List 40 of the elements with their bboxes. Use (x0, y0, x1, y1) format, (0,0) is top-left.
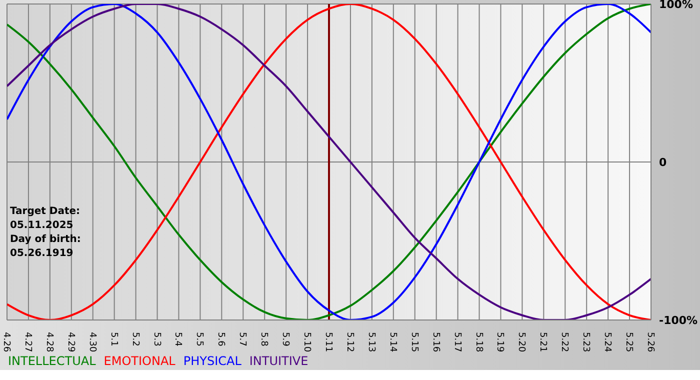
x-tick-label: 5.5 (194, 332, 204, 346)
x-tick-label: 5.4 (172, 332, 183, 347)
x-tick-label: 5.17 (452, 332, 462, 352)
x-tick-label: 5.6 (216, 332, 226, 347)
x-tick-label: 5.21 (538, 332, 548, 352)
y-tick-label: 100% (659, 0, 693, 11)
x-tick-label: 5.14 (387, 332, 398, 352)
x-tick-label: 5.2 (130, 332, 140, 346)
x-tick-label: 5.19 (494, 332, 505, 352)
text: INTUITIVE (249, 354, 308, 368)
x-tick-label: 5.7 (237, 332, 248, 346)
x-tick-label: 5.25 (624, 332, 634, 352)
y-tick-label: 0 (659, 156, 667, 169)
x-tick-label: 5.16 (430, 332, 440, 352)
x-tick-label: 5.24 (602, 332, 612, 352)
x-tick-label: 5.1 (108, 332, 118, 346)
text: PHYSICAL (183, 354, 242, 368)
x-tick-label: 4.29 (65, 332, 76, 352)
x-tick-label: 5.18 (473, 332, 484, 352)
x-tick-label: 4.27 (22, 332, 32, 352)
x-tick-label: 4.26 (1, 332, 11, 352)
x-tick-label: 5.22 (559, 332, 570, 352)
x-tick-label: 5.23 (580, 332, 591, 352)
x-tick-label: 5.11 (323, 332, 333, 352)
x-tick-label: 5.20 (516, 332, 526, 352)
x-tick-label: 5.12 (344, 332, 354, 352)
x-tick-label: 5.9 (280, 332, 290, 347)
x-tick-label: 4.30 (86, 332, 97, 352)
x-tick-label: 5.10 (302, 332, 312, 352)
x-tick-label: 5.3 (151, 332, 162, 346)
x-tick-label: 5.13 (366, 332, 376, 352)
text: INTELLECTUAL (8, 354, 96, 368)
annotation: Target Date: 05.11.2025 (10, 205, 82, 233)
x-tick-label: 5.8 (258, 332, 269, 347)
x-tick-label: 5.26 (645, 332, 655, 352)
y-tick-label: -100% (659, 314, 698, 327)
x-tick-label: 4.28 (44, 332, 54, 352)
x-tick-label: 5.15 (408, 332, 419, 352)
text: EMOTIONAL (104, 354, 176, 368)
annotation: Day of birth: 05.26.1919 (10, 233, 82, 261)
